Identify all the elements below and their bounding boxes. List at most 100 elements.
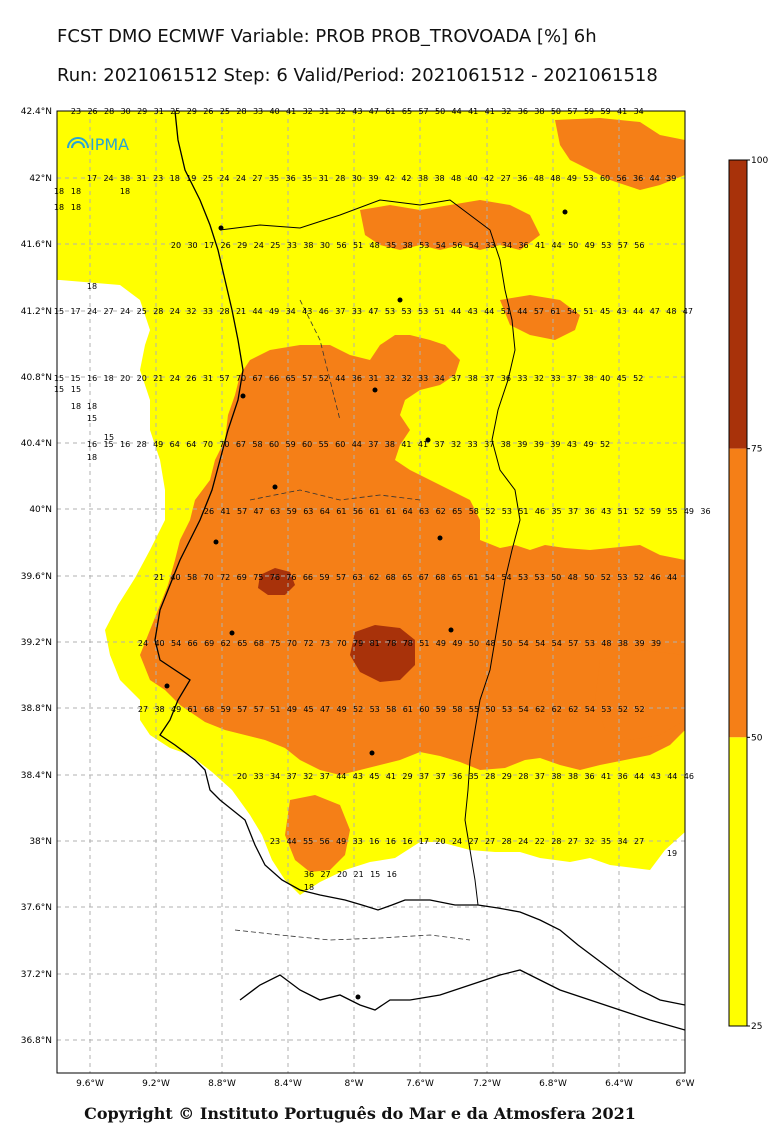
zone-50-75-east: [595, 650, 685, 740]
grid-value: 34: [502, 241, 512, 250]
grid-value: 15: [104, 433, 114, 442]
grid-value: 36: [700, 507, 710, 516]
grid-value: 54: [501, 573, 511, 582]
grid-value: 15: [54, 385, 64, 394]
grid-value: 21: [354, 870, 364, 879]
probability-field: [57, 111, 685, 895]
lat-label: 37.6°N: [21, 903, 52, 913]
grid-value: 49: [567, 174, 577, 183]
grid-value: 72: [303, 639, 313, 648]
grid-value: 64: [186, 440, 196, 449]
grid-value: 27: [252, 174, 262, 183]
grid-value: 63: [419, 507, 429, 516]
zone-50-75-south: [285, 795, 350, 872]
grid-value: 46: [535, 507, 545, 516]
grid-value: 67: [236, 440, 246, 449]
grid-value: 57: [618, 241, 628, 250]
grid-value: 50: [485, 705, 495, 714]
grid-value: 38: [618, 639, 628, 648]
grid-value: 38: [403, 241, 413, 250]
grid-value: 53: [419, 241, 429, 250]
grid-value: 37: [419, 772, 429, 781]
logo-text: IPMA: [90, 135, 129, 154]
grid-value: 57: [254, 705, 264, 714]
grid-value: 36: [585, 507, 595, 516]
grid-value: 36: [452, 772, 462, 781]
grid-value: 28: [219, 307, 229, 316]
grid-value: 37: [287, 772, 297, 781]
grid-value: 54: [552, 639, 562, 648]
grid-value: 33: [550, 374, 560, 383]
grid-value: 39: [666, 174, 676, 183]
grid-value: 25: [137, 307, 147, 316]
grid-value: 43: [468, 307, 478, 316]
grid-value: 23: [270, 837, 280, 846]
grid-value: 47: [320, 705, 330, 714]
grid-value: 76: [286, 573, 296, 582]
grid-value: 15: [70, 374, 80, 383]
grid-value: 52: [618, 705, 628, 714]
lon-label: 9.6°W: [76, 1079, 104, 1089]
grid-value: 59: [287, 507, 297, 516]
grid-value: 53: [502, 507, 512, 516]
latitude-labels: 42.4°N 42°N 41.6°N 41.2°N 40.8°N 40.4°N 40°N 39…: [21, 107, 52, 1046]
grid-value: 56: [353, 507, 363, 516]
grid-value: 78: [403, 639, 413, 648]
grid-value: 28: [137, 440, 147, 449]
grid-value: 44: [286, 837, 296, 846]
grid-value: 51: [518, 507, 528, 516]
grid-value: 42: [385, 174, 395, 183]
grid-value: 33: [203, 307, 213, 316]
lon-label: 9.2°W: [142, 1079, 170, 1089]
grid-value: 37: [568, 507, 578, 516]
grid-value: 24: [103, 174, 113, 183]
zone-75-100-a: [258, 568, 295, 595]
grid-value: 67: [419, 573, 429, 582]
lat-label: 42.4°N: [21, 107, 52, 117]
grid-value: 50: [502, 639, 512, 648]
colorbar-band: [729, 448, 747, 738]
grid-value: 16: [369, 837, 379, 846]
grid-value: 44: [634, 772, 644, 781]
grid-value: 53: [502, 705, 512, 714]
grid-value: 53: [518, 573, 528, 582]
grid-value: 18: [304, 883, 314, 892]
grid-value: 34: [617, 837, 627, 846]
lat-label: 42°N: [29, 174, 52, 184]
lon-label: 6.8°W: [539, 1079, 567, 1089]
grid-value: 19: [667, 849, 677, 858]
grid-value: 29: [502, 772, 512, 781]
grid-value: 56: [617, 174, 627, 183]
grid-value: 58: [469, 507, 479, 516]
grid-value: 35: [551, 507, 561, 516]
coastline: [154, 111, 685, 1031]
grid-value: 37: [436, 772, 446, 781]
grid-value: 35: [269, 174, 279, 183]
grid-value: 26: [204, 507, 214, 516]
grid-value: 48: [601, 639, 611, 648]
grid-value: 52: [485, 507, 495, 516]
grid-value: 37: [484, 374, 494, 383]
grid-value: 52: [600, 440, 610, 449]
grid-value: 20: [120, 374, 130, 383]
grid-value: 43: [567, 440, 577, 449]
grid-value: 60: [419, 705, 429, 714]
grid-value: 54: [436, 241, 446, 250]
grid-value: 48: [550, 174, 560, 183]
grid-value: 53: [601, 705, 611, 714]
grid-value: 62: [535, 705, 545, 714]
grid-value: 37: [535, 772, 545, 781]
grid-value: 15: [54, 374, 64, 383]
plot-frame: [56, 110, 686, 1074]
zone-75-100-b: [350, 625, 415, 682]
grid-value: 41: [401, 440, 411, 449]
ipma-logo: IPMA: [67, 135, 129, 154]
grid-value: 53: [585, 639, 595, 648]
grid-value: 15: [54, 307, 64, 316]
grid-value: 51: [270, 705, 280, 714]
grid-value: 73: [320, 639, 330, 648]
grid-value: 57: [302, 374, 312, 383]
grid-value: 30: [187, 241, 197, 250]
grid-value: 70: [203, 440, 213, 449]
grid-value: 37: [484, 440, 494, 449]
